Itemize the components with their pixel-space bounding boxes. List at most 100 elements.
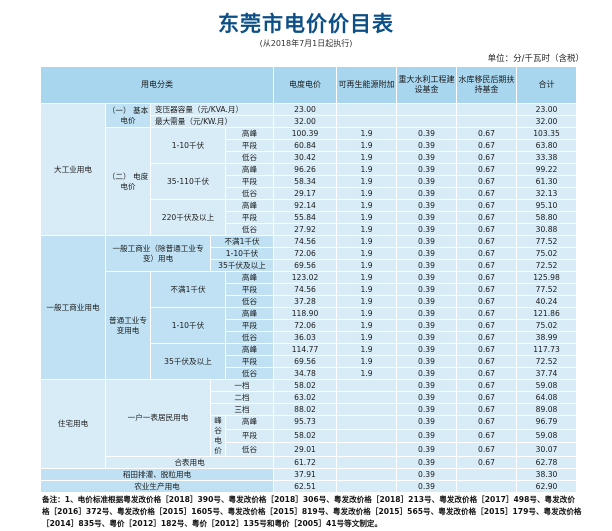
cell-reservoir: 0.67 <box>456 442 517 457</box>
cell-water <box>396 115 457 128</box>
cell-total: 37.74 <box>516 367 577 380</box>
cell-reservoir: 0.67 <box>456 307 517 320</box>
table-row: 35千伏及以上 69.56 1.9 0.39 0.67 72.52 <box>41 259 577 272</box>
table-row: 合表用电 61.72 0.39 0.67 62.78 <box>41 456 577 469</box>
cell-water: 0.39 <box>396 319 457 332</box>
cell-total: 32.00 <box>516 115 577 128</box>
cell-reservoir: 0.67 <box>456 295 517 308</box>
row-label: 不满1千伏 <box>210 235 274 248</box>
cell-total: 95.10 <box>516 199 577 212</box>
table-row: 35千伏及以上 高峰 114.77 1.9 0.39 0.67 117.73 <box>41 343 577 380</box>
table-row: 三档 88.02 0.39 0.67 89.08 <box>41 403 577 416</box>
row-label: 变压器容量（元/KVA.月） <box>150 103 274 116</box>
cell-total: 33.38 <box>516 151 577 164</box>
table-row: 平段 58.34 1.9 0.39 0.67 61.30 <box>41 175 577 188</box>
table-row: 平段 69.56 1.9 0.39 0.67 72.52 <box>41 355 577 368</box>
cell-reservoir <box>456 468 517 481</box>
row-label: 1-10千伏 <box>210 247 274 260</box>
cell-reservoir: 0.67 <box>456 139 517 152</box>
table-row: 住宅用电 一户一表居民用电 一档 58.02 0.39 0.67 59.08 <box>40 379 577 469</box>
cell-price: 72.06 <box>273 247 337 260</box>
voltage-35kv-up: 35千伏及以上 <box>150 343 226 380</box>
group-rice-irrigation: 稻田排灌、脱粒用电 <box>40 468 274 481</box>
table-row: 普通工业专变用电 不满1千伏 高峰 123.02 1.9 0.39 0.67 125.98 <box>41 271 577 380</box>
row-label: 平段 <box>225 428 274 444</box>
cell-renewable: 1.9 <box>336 223 397 236</box>
cell-reservoir: 0.67 <box>456 151 517 164</box>
cell-price: 72.06 <box>273 319 337 332</box>
cell-reservoir: 0.67 <box>456 379 517 392</box>
cell-total: 58.80 <box>516 211 577 224</box>
header-water-fund: 重大水利工程建设基金 <box>396 66 457 104</box>
cell-water <box>396 103 457 116</box>
cell-reservoir: 0.67 <box>456 199 517 212</box>
table-row: 大工业用电 （一） 基本电价 变压器容量（元/KVA.月） 23.00 23.00 <box>40 103 577 236</box>
voltage-1-10kv: 1-10千伏 <box>150 127 226 164</box>
cell-water: 0.39 <box>396 223 457 236</box>
cell-price: 58.02 <box>273 379 337 392</box>
cell-reservoir: 0.67 <box>456 319 517 332</box>
row-label: 低谷 <box>225 367 274 380</box>
row-label: 二档 <box>210 391 274 404</box>
cell-price: 55.84 <box>273 211 337 224</box>
cell-water: 0.39 <box>396 127 457 140</box>
cell-renewable: 1.9 <box>336 319 397 332</box>
table-row: 一般工商业用电 一般工商业（除普通工业专变）用电 不满1千伏 74.56 1.9 0.39… <box>40 235 577 380</box>
cell-renewable <box>336 391 397 404</box>
cell-price: 74.56 <box>273 283 337 296</box>
cell-renewable: 1.9 <box>336 187 397 200</box>
cell-price: 37.28 <box>273 295 337 308</box>
cell-reservoir: 0.67 <box>456 235 517 248</box>
row-label: 平段 <box>225 175 274 188</box>
cell-renewable: 1.9 <box>336 235 397 248</box>
cell-reservoir: 0.67 <box>456 415 517 430</box>
cell-total: 62.90 <box>516 480 577 493</box>
cell-water: 0.39 <box>396 295 457 308</box>
cell-renewable: 1.9 <box>336 139 397 152</box>
cell-total: 121.86 <box>516 307 577 320</box>
cell-total: 30.07 <box>516 442 577 457</box>
row-label: 低谷 <box>225 151 274 164</box>
cell-price: 114.77 <box>273 343 337 356</box>
cell-total: 72.52 <box>516 259 577 272</box>
cell-price: 61.72 <box>273 456 337 469</box>
row-label: 低谷 <box>225 223 274 236</box>
cell-reservoir: 0.67 <box>456 163 517 176</box>
header-reservoir-fund: 水库移民后期扶持基金 <box>456 66 517 104</box>
table-row: 平段 55.84 1.9 0.39 0.67 58.80 <box>41 211 577 224</box>
cell-reservoir <box>456 115 517 128</box>
cell-water: 0.39 <box>396 247 457 260</box>
cell-reservoir <box>456 103 517 116</box>
cell-renewable <box>336 379 397 392</box>
cell-reservoir: 0.67 <box>456 211 517 224</box>
cell-total: 117.73 <box>516 343 577 356</box>
cell-price: 62.51 <box>273 480 337 493</box>
cell-renewable: 1.9 <box>336 355 397 368</box>
cell-water: 0.39 <box>396 307 457 320</box>
table-row: 农业生产用电 62.51 0.39 62.90 <box>40 480 577 493</box>
cell-water: 0.39 <box>396 367 457 380</box>
cell-reservoir: 0.67 <box>456 355 517 368</box>
group-general-ordinary: 一般工商业（除普通工业专变）用电 <box>105 235 211 272</box>
row-label: 一档 <box>210 379 274 392</box>
cell-price: 32.00 <box>273 115 337 128</box>
cell-water: 0.39 <box>396 175 457 188</box>
cell-price: 58.02 <box>273 428 337 444</box>
cell-price: 34.78 <box>273 367 337 380</box>
row-label: 高峰 <box>225 307 274 320</box>
cell-price: 69.56 <box>273 355 337 368</box>
cell-renewable: 1.9 <box>336 175 397 188</box>
row-label: 高峰 <box>225 271 274 284</box>
cell-total: 32.13 <box>516 187 577 200</box>
cell-renewable: 1.9 <box>336 211 397 224</box>
cell-renewable: 1.9 <box>336 307 397 320</box>
cell-reservoir: 0.67 <box>456 456 517 469</box>
footnote: 备注：1、电价标准根据粤发改价格［2018］390号、粤发改价格［2018］30… <box>42 495 582 528</box>
header-renewable: 可再生能源附加 <box>336 66 397 104</box>
group-basic-price: （一） 基本电价 <box>105 103 151 128</box>
cell-water: 0.39 <box>396 355 457 368</box>
row-label: 平段 <box>225 211 274 224</box>
cell-reservoir: 0.67 <box>456 331 517 344</box>
cell-water: 0.39 <box>396 468 457 481</box>
